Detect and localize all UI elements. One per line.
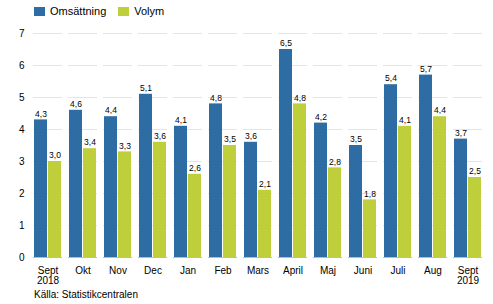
svg-text:1: 1 <box>19 220 25 231</box>
svg-text:1,8: 1,8 <box>364 189 376 199</box>
svg-text:3,0: 3,0 <box>49 150 61 160</box>
svg-text:Sept2019: Sept2019 <box>457 265 480 286</box>
svg-text:Okt: Okt <box>75 265 91 276</box>
svg-text:5,1: 5,1 <box>140 83 152 93</box>
html-text:Omsättning: Omsättning <box>50 5 107 17</box>
svg-text:5,4: 5,4 <box>385 73 397 83</box>
svg-text:4,1: 4,1 <box>399 115 411 125</box>
svg-text:3,5: 3,5 <box>224 134 236 144</box>
svg-text:2,1: 2,1 <box>259 179 271 189</box>
svg-text:Mars: Mars <box>247 265 269 276</box>
svg-text:Sept2018: Sept2018 <box>37 265 60 286</box>
svg-text:5,7: 5,7 <box>420 64 432 74</box>
svg-text:2,6: 2,6 <box>189 163 201 173</box>
svg-text:5: 5 <box>19 92 25 103</box>
svg-text:3,4: 3,4 <box>84 137 96 147</box>
svg-text:2: 2 <box>19 188 25 199</box>
html-text:Källa: Statistikcentralen: Källa: Statistikcentralen <box>34 289 138 300</box>
svg-text:4,8: 4,8 <box>210 93 222 103</box>
svg-text:3,3: 3,3 <box>119 141 131 151</box>
svg-text:4: 4 <box>19 124 25 135</box>
html-text:Volym: Volym <box>134 5 165 17</box>
svg-text:0: 0 <box>19 252 25 263</box>
svg-text:6,5: 6,5 <box>280 38 292 48</box>
svg-text:Juli: Juli <box>390 265 405 276</box>
svg-text:4,4: 4,4 <box>434 105 446 115</box>
svg-text:4,3: 4,3 <box>35 109 47 119</box>
svg-text:Aug: Aug <box>424 265 442 276</box>
svg-text:3,6: 3,6 <box>154 131 166 141</box>
svg-text:3,6: 3,6 <box>245 131 257 141</box>
svg-text:4,8: 4,8 <box>294 93 306 103</box>
svg-text:Nov: Nov <box>109 265 127 276</box>
svg-text:Jan: Jan <box>180 265 196 276</box>
svg-text:3,5: 3,5 <box>350 134 362 144</box>
svg-text:Dec: Dec <box>144 265 162 276</box>
svg-text:4,4: 4,4 <box>105 105 117 115</box>
svg-text:Maj: Maj <box>320 265 336 276</box>
svg-text:Juni: Juni <box>354 265 372 276</box>
svg-text:4,6: 4,6 <box>70 99 82 109</box>
svg-text:2,8: 2,8 <box>329 157 341 167</box>
svg-text:7: 7 <box>19 28 25 39</box>
svg-text:April: April <box>283 265 303 276</box>
svg-text:4,2: 4,2 <box>315 112 327 122</box>
svg-text:Feb: Feb <box>214 265 232 276</box>
svg-text:3: 3 <box>19 156 25 167</box>
svg-text:4,1: 4,1 <box>175 115 187 125</box>
svg-text:6: 6 <box>19 60 25 71</box>
svg-text:2,5: 2,5 <box>469 166 481 176</box>
svg-text:3,7: 3,7 <box>455 128 467 138</box>
